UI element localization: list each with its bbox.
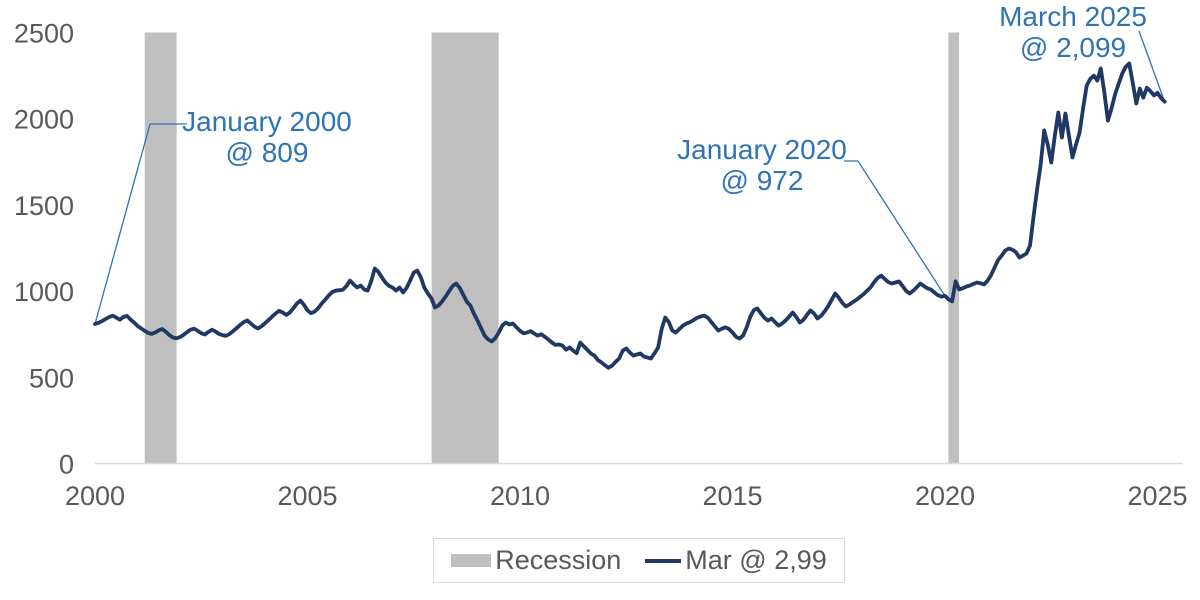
annotation-leader-line	[844, 160, 946, 297]
annotation-line1: January 2000	[182, 106, 352, 137]
annotation-leader-line	[1138, 30, 1166, 102]
x-tick-label: 2015	[702, 481, 762, 511]
x-tick-label: 2020	[915, 481, 975, 511]
legend-item-recession: Recession	[451, 545, 621, 576]
y-tick-label: 1000	[14, 277, 74, 307]
x-tick-label: 2000	[65, 481, 125, 511]
y-tick-label: 2500	[14, 19, 74, 49]
series-line-swatch-icon	[645, 558, 682, 563]
x-axis-labels: 2000 2005 2010 2015 2020 2025	[65, 481, 1188, 511]
recession-band-swatch-icon	[451, 554, 492, 567]
annotation-line1: March 2025	[999, 1, 1147, 32]
y-tick-label: 1500	[14, 191, 74, 221]
y-tick-label: 0	[59, 450, 74, 480]
y-tick-label: 2000	[14, 105, 74, 135]
y-tick-label: 500	[29, 363, 74, 393]
annotation-leader-line	[94, 123, 187, 325]
annotation-line2: @ 809	[225, 137, 309, 168]
recession-band	[144, 32, 177, 464]
x-tick-label: 2025	[1127, 481, 1187, 511]
annotation-january-2020: January 2020 @ 972	[677, 134, 847, 196]
data-line	[93, 61, 1167, 370]
recession-band	[948, 32, 959, 464]
annotation-line2: @ 972	[720, 165, 804, 196]
x-tick-label: 2005	[277, 481, 337, 511]
legend-item-series: Mar @ 2,99	[645, 545, 827, 576]
recession-bands	[144, 32, 959, 464]
x-tick-label: 2010	[490, 481, 550, 511]
recession-band	[431, 32, 499, 464]
annotation-line1: January 2020	[677, 134, 847, 165]
annotation-january-2000: January 2000 @ 809	[182, 106, 352, 168]
annotation-line2: @ 2,099	[1019, 32, 1127, 63]
legend-label: Recession	[495, 545, 622, 575]
legend: Recession Mar @ 2,99	[433, 538, 845, 583]
annotation-march-2025: March 2025 @ 2,099	[999, 1, 1147, 63]
y-axis-labels: 0 500 1000 1500 2000 2500	[14, 19, 74, 480]
legend-label: Mar @ 2,99	[685, 545, 827, 575]
